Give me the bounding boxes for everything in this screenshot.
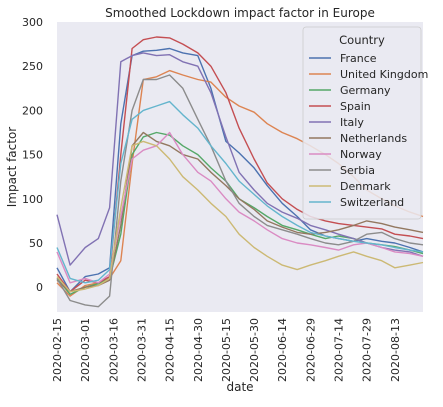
x-tick-label: 2020-02-15 bbox=[51, 318, 64, 382]
y-tick-label: 50 bbox=[29, 237, 43, 250]
x-axis-label: date bbox=[226, 380, 253, 394]
series-lines bbox=[56, 36, 424, 308]
y-tick-labels: 0 50 100 150 200 250 300 bbox=[22, 16, 43, 294]
x-tick-label: 2020-04-15 bbox=[164, 318, 177, 382]
x-tick-label: 2020-08-13 bbox=[389, 318, 402, 382]
series-line-switzerland bbox=[56, 100, 424, 284]
x-tick-label: 2020-05-30 bbox=[248, 318, 261, 382]
legend-label: Netherlands bbox=[340, 132, 407, 145]
y-tick-label: 100 bbox=[22, 193, 43, 206]
legend-label: Switzerland bbox=[340, 196, 404, 209]
legend: Country France United Kingdom Germany Spain… bbox=[302, 26, 428, 220]
x-tick-labels: 2020-02-15 2020-03-01 2020-03-16 2020-03-31… bbox=[51, 318, 402, 382]
x-tick-label: 2020-05-15 bbox=[220, 318, 233, 382]
x-tick-label: 2020-06-14 bbox=[276, 318, 289, 382]
legend-label: Denmark bbox=[340, 180, 391, 193]
y-tick-label: 300 bbox=[22, 16, 43, 29]
y-tick-label: 250 bbox=[22, 60, 43, 73]
y-tick-label: 200 bbox=[22, 104, 43, 117]
legend-label: Norway bbox=[340, 148, 382, 161]
legend-label: Germany bbox=[340, 84, 391, 97]
series-line-denmark bbox=[56, 140, 424, 293]
x-tick-label: 2020-06-29 bbox=[304, 318, 317, 382]
legend-label: France bbox=[340, 52, 377, 65]
legend-box bbox=[302, 26, 422, 220]
x-tick-label: 2020-07-14 bbox=[333, 318, 346, 382]
y-axis-label: Impact factor bbox=[5, 127, 19, 208]
series-line-france bbox=[56, 47, 424, 293]
legend-label: Serbia bbox=[340, 164, 375, 177]
legend-title: Country bbox=[339, 33, 385, 47]
x-tick-label: 2020-03-16 bbox=[107, 318, 120, 382]
y-tick-label: 0 bbox=[36, 281, 43, 294]
legend-label: Spain bbox=[340, 100, 371, 113]
x-tick-label: 2020-03-31 bbox=[136, 318, 149, 382]
chart-title: Smoothed Lockdown impact factor in Europ… bbox=[105, 6, 375, 20]
legend-entries: France United Kingdom Germany Spain Italy Net… bbox=[309, 52, 428, 209]
series-line-italy bbox=[56, 52, 424, 266]
x-tick-label: 2020-04-30 bbox=[192, 318, 205, 382]
y-tick-label: 150 bbox=[22, 149, 43, 162]
legend-label: Italy bbox=[340, 116, 364, 129]
x-tick-label: 2020-07-29 bbox=[361, 318, 374, 382]
x-tick-label: 2020-03-01 bbox=[79, 318, 92, 382]
legend-label: United Kingdom bbox=[340, 68, 428, 81]
